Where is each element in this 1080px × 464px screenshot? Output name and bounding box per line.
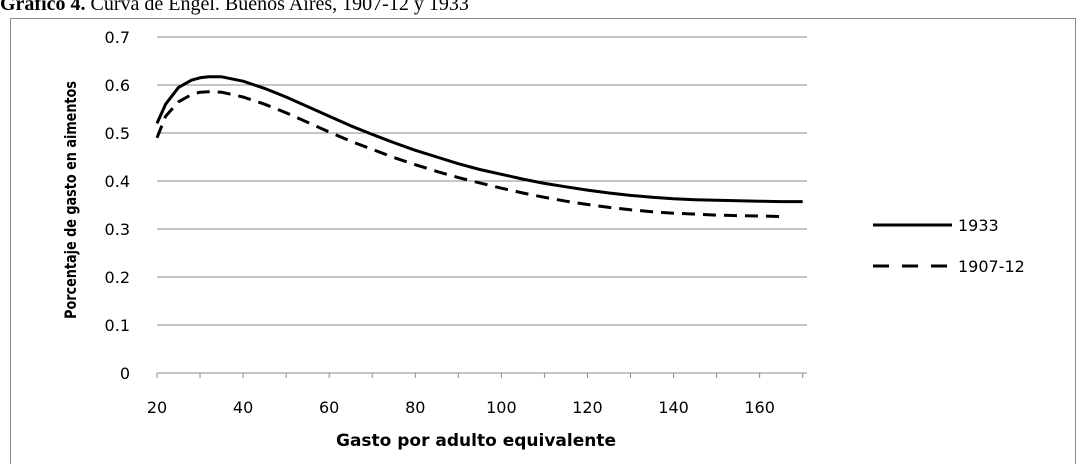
x-axis-label: Gasto por adulto equivalente	[336, 431, 616, 451]
y-axis-label: Porcentaje de gasto en aimentos	[63, 81, 81, 319]
legend-layer: 1933 1907-12	[873, 216, 1025, 276]
legend-label-1907-12: 1907-12	[958, 257, 1025, 276]
legend-label-1933: 1933	[958, 216, 999, 235]
y-tick-label: 0.1	[105, 316, 130, 335]
grid-layer	[157, 36, 807, 326]
figure-caption-text: Curva de Engel. Buenos Aires, 1907-12 y …	[85, 0, 469, 15]
x-tick-label: 20	[147, 398, 167, 417]
y-tick-label: 0.2	[105, 268, 130, 287]
y-tick-label: 0.5	[105, 124, 130, 143]
x-tick-label: 40	[233, 398, 253, 417]
series-line-1933	[155, 75, 803, 204]
x-tick-label: 60	[319, 398, 339, 417]
y-tick-label: 0.7	[105, 28, 130, 47]
y-tick-label: 0.4	[105, 172, 130, 191]
y-tick-label: 0	[120, 364, 130, 383]
x-tick-label: 100	[486, 398, 517, 417]
figure-caption-label: Gráfico 4.	[0, 0, 86, 15]
y-tick-label: 0.3	[105, 220, 130, 239]
x-tick-label: 80	[405, 398, 425, 417]
x-tick-label: 160	[744, 398, 775, 417]
x-tick-label: 140	[658, 398, 689, 417]
x-tick-label: 120	[572, 398, 603, 417]
axis-layer: 0 0.1 0.2 0.3 0.4 0.5 0.6 0.7 20 40 60 80 100 120 140 1…	[105, 28, 807, 417]
series-layer	[155, 75, 803, 218]
chart-frame	[10, 18, 1076, 464]
y-tick-label: 0.6	[105, 76, 130, 95]
figure-caption: Gráfico 4. Curva de Engel. Buenos Aires,…	[0, 0, 469, 16]
series-line-1907-12	[155, 90, 782, 218]
